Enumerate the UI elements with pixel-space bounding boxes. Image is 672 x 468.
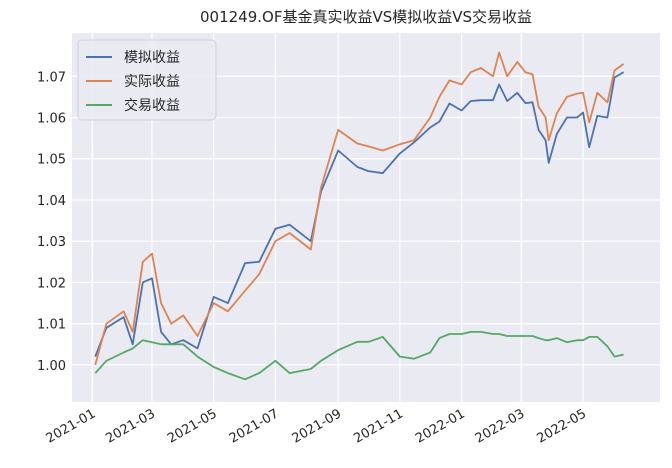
x-tick-label: 2022-05 bbox=[535, 406, 590, 446]
series-line-2 bbox=[94, 330, 624, 381]
x-tick-label: 2021-07 bbox=[227, 406, 282, 446]
y-tick-label: 1.04 bbox=[37, 194, 66, 209]
y-axis-ticks: 1.00 1.01 1.02 1.03 1.04 1.05 1.06 1.07 bbox=[37, 70, 66, 374]
y-tick-label: 1.05 bbox=[37, 153, 66, 168]
x-tick-label: 2021-05 bbox=[165, 406, 220, 446]
x-tick-label: 2021-01 bbox=[44, 406, 99, 446]
series-line-1 bbox=[94, 51, 625, 366]
y-tick-label: 1.07 bbox=[37, 70, 66, 85]
chart-title: 001249.OF基金真实收益VS模拟收益VS交易收益 bbox=[200, 8, 532, 26]
x-tick-label: 2021-09 bbox=[290, 406, 345, 446]
y-tick-label: 1.01 bbox=[37, 318, 66, 333]
y-tick-label: 1.03 bbox=[37, 235, 66, 250]
series-line-0 bbox=[94, 71, 625, 357]
y-tick-label: 1.00 bbox=[37, 359, 66, 374]
x-tick-label: 2022-03 bbox=[473, 406, 528, 446]
legend-label-0: 模拟收益 bbox=[124, 50, 180, 66]
series-lines bbox=[94, 51, 625, 381]
legend-box bbox=[77, 39, 217, 121]
legend-label-2: 交易收益 bbox=[124, 97, 180, 114]
x-axis-ticks: 2021-01 2021-03 2021-05 2021-07 2021-09 2021-… bbox=[44, 406, 589, 446]
x-tick-label: 2022-01 bbox=[413, 406, 468, 446]
y-tick-label: 1.02 bbox=[37, 276, 66, 291]
x-tick-label: 2021-03 bbox=[103, 406, 158, 446]
legend-label-1: 实际收益 bbox=[124, 74, 180, 90]
x-tick-label: 2021-11 bbox=[351, 406, 406, 446]
y-tick-label: 1.06 bbox=[37, 112, 66, 127]
